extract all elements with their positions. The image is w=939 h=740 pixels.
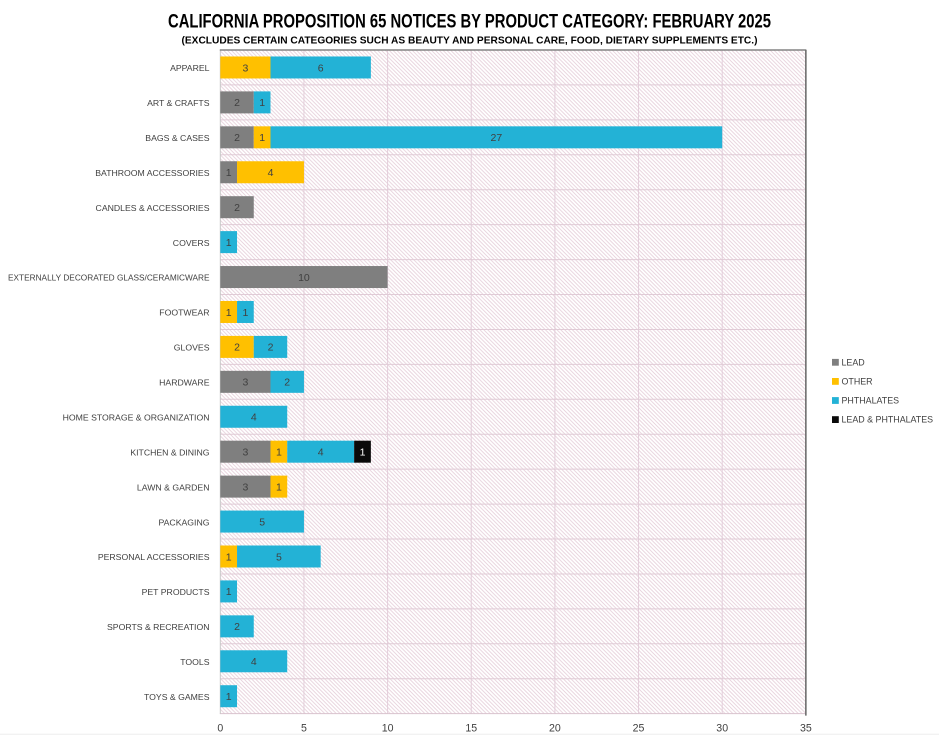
svg-text:1: 1 — [226, 691, 232, 703]
svg-text:35: 35 — [800, 722, 812, 734]
svg-text:3: 3 — [242, 62, 248, 74]
svg-text:1: 1 — [226, 307, 232, 319]
svg-text:1: 1 — [226, 237, 232, 249]
svg-text:GLOVES: GLOVES — [174, 343, 210, 353]
svg-text:6: 6 — [318, 62, 324, 74]
svg-text:BAGS & CASES: BAGS & CASES — [145, 133, 209, 143]
svg-text:PERSONAL ACCESSORIES: PERSONAL ACCESSORIES — [98, 552, 210, 562]
svg-text:4: 4 — [251, 656, 257, 668]
svg-text:LEAD & PHTHALATES: LEAD & PHTHALATES — [842, 415, 934, 425]
svg-text:3: 3 — [242, 447, 248, 459]
svg-text:10: 10 — [298, 272, 310, 284]
svg-text:COVERS: COVERS — [173, 238, 210, 248]
svg-text:2: 2 — [268, 342, 274, 354]
svg-text:TOYS & GAMES: TOYS & GAMES — [144, 692, 210, 702]
svg-text:HARDWARE: HARDWARE — [159, 378, 210, 388]
svg-text:(EXCLUDES CERTAIN CATEGORIES S: (EXCLUDES CERTAIN CATEGORIES SUCH AS BEA… — [182, 35, 758, 47]
svg-text:CANDLES & ACCESSORIES: CANDLES & ACCESSORIES — [96, 203, 210, 213]
svg-text:1: 1 — [242, 307, 248, 319]
svg-text:1: 1 — [226, 167, 232, 179]
svg-text:TOOLS: TOOLS — [180, 657, 209, 667]
svg-text:4: 4 — [268, 167, 274, 179]
svg-text:5: 5 — [276, 551, 282, 563]
svg-text:5: 5 — [259, 516, 265, 528]
svg-text:2: 2 — [234, 97, 240, 109]
svg-text:EXTERNALLY DECORATED GLASS/CER: EXTERNALLY DECORATED GLASS/CERAMICWARE — [8, 273, 210, 283]
svg-text:LEAD: LEAD — [842, 357, 865, 367]
svg-text:25: 25 — [633, 722, 645, 734]
svg-text:5: 5 — [301, 722, 307, 734]
svg-text:1: 1 — [226, 586, 232, 598]
svg-text:BATHROOM ACCESSORIES: BATHROOM ACCESSORIES — [95, 168, 209, 178]
svg-text:0: 0 — [217, 722, 223, 734]
svg-text:CALIFORNIA PROPOSITION 65 NOTI: CALIFORNIA PROPOSITION 65 NOTICES BY PRO… — [168, 10, 771, 32]
svg-text:27: 27 — [491, 132, 503, 144]
svg-text:ART & CRAFTS: ART & CRAFTS — [147, 98, 210, 108]
svg-text:4: 4 — [251, 412, 257, 424]
svg-text:LAWN & GARDEN: LAWN & GARDEN — [137, 482, 210, 492]
svg-text:OTHER: OTHER — [842, 376, 873, 386]
svg-text:4: 4 — [318, 447, 324, 459]
svg-text:2: 2 — [284, 377, 290, 389]
svg-text:PACKAGING: PACKAGING — [158, 517, 209, 527]
svg-text:1: 1 — [276, 447, 282, 459]
svg-text:APPAREL: APPAREL — [170, 63, 210, 73]
svg-text:2: 2 — [234, 202, 240, 214]
svg-text:SPORTS & RECREATION: SPORTS & RECREATION — [107, 622, 210, 632]
svg-text:1: 1 — [226, 551, 232, 563]
svg-text:3: 3 — [242, 481, 248, 493]
svg-text:1: 1 — [259, 132, 265, 144]
svg-text:FOOTWEAR: FOOTWEAR — [159, 308, 209, 318]
svg-text:20: 20 — [549, 722, 561, 734]
svg-text:HOME STORAGE & ORGANIZATION: HOME STORAGE & ORGANIZATION — [63, 412, 210, 422]
svg-text:1: 1 — [259, 97, 265, 109]
svg-text:PET PRODUCTS: PET PRODUCTS — [142, 587, 210, 597]
svg-text:2: 2 — [234, 621, 240, 633]
svg-text:15: 15 — [465, 722, 477, 734]
svg-text:KITCHEN & DINING: KITCHEN & DINING — [130, 447, 209, 457]
svg-text:1: 1 — [276, 481, 282, 493]
svg-text:3: 3 — [242, 377, 248, 389]
svg-text:30: 30 — [716, 722, 728, 734]
svg-text:2: 2 — [234, 132, 240, 144]
svg-text:2: 2 — [234, 342, 240, 354]
svg-text:1: 1 — [360, 447, 366, 459]
svg-text:10: 10 — [382, 722, 394, 734]
svg-text:PHTHALATES: PHTHALATES — [842, 396, 900, 406]
